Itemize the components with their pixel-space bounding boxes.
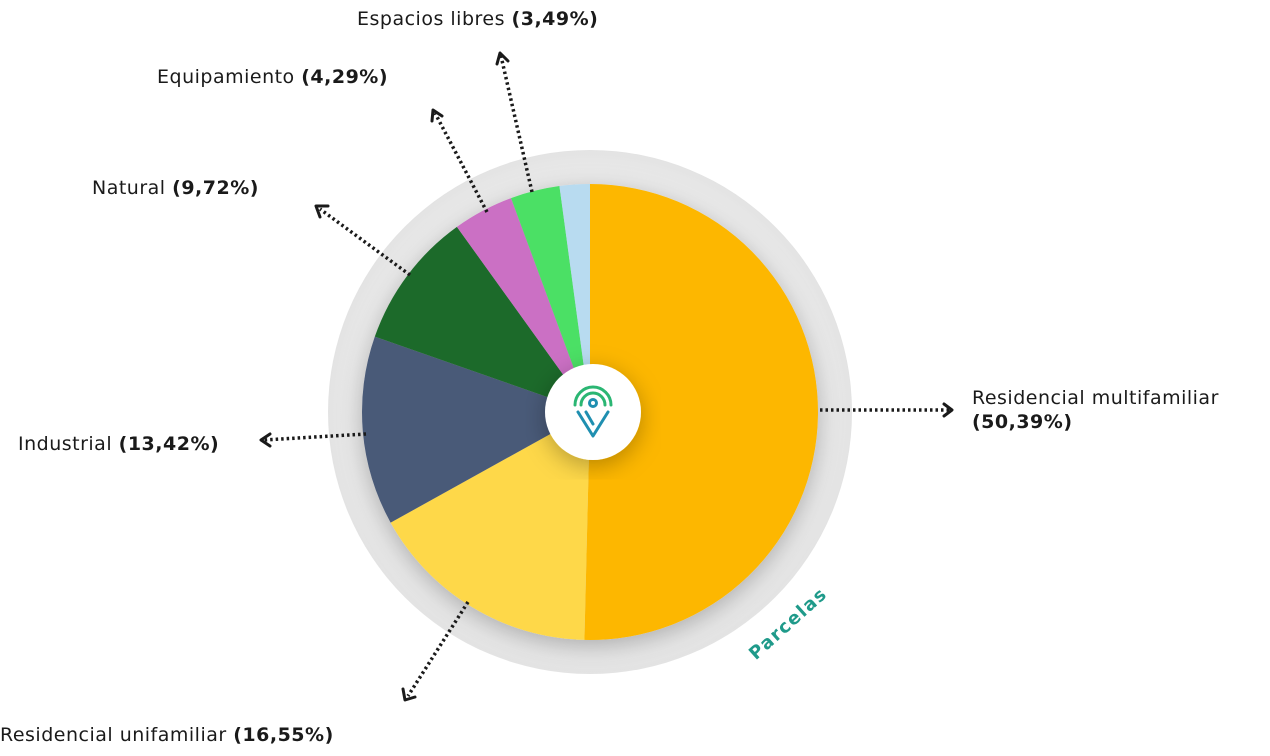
slice-label: Espacios libres (3,49%) — [357, 7, 598, 31]
slice-label: Residencial unifamiliar (16,55%) — [0, 723, 334, 747]
slice-label: Industrial (13,42%) — [18, 432, 219, 456]
label-value: (16,55%) — [233, 724, 334, 746]
label-name: Natural — [92, 177, 166, 199]
pie-slice — [511, 186, 590, 412]
slice-label: Equipamiento (4,29%) — [157, 65, 388, 89]
pie-slice — [584, 184, 818, 640]
label-value: (13,42%) — [118, 433, 220, 455]
label-name: Residencial multifamiliar — [972, 387, 1219, 409]
pie-slice — [374, 226, 590, 412]
pie-slice — [362, 336, 590, 523]
slice-label: Residencial multifamiliar (50,39%) — [972, 386, 1262, 434]
logo — [573, 385, 613, 438]
slice-label: Natural (9,72%) — [92, 176, 259, 200]
label-name: Industrial — [18, 433, 113, 455]
label-value: (4,29%) — [301, 66, 389, 88]
label-value: (50,39%) — [972, 411, 1073, 433]
label-name: Equipamiento — [157, 66, 295, 88]
label-value: (3,49%) — [511, 8, 599, 30]
arrows — [259, 51, 954, 702]
pie-slice — [559, 184, 590, 412]
label-name: Espacios libres — [357, 8, 505, 30]
label-name: Residencial unifamiliar — [0, 724, 227, 746]
pie-slice — [456, 198, 590, 412]
label-value: (9,72%) — [172, 177, 259, 199]
pie — [362, 184, 818, 640]
center-badge — [545, 364, 641, 460]
pie-slice — [390, 412, 590, 640]
